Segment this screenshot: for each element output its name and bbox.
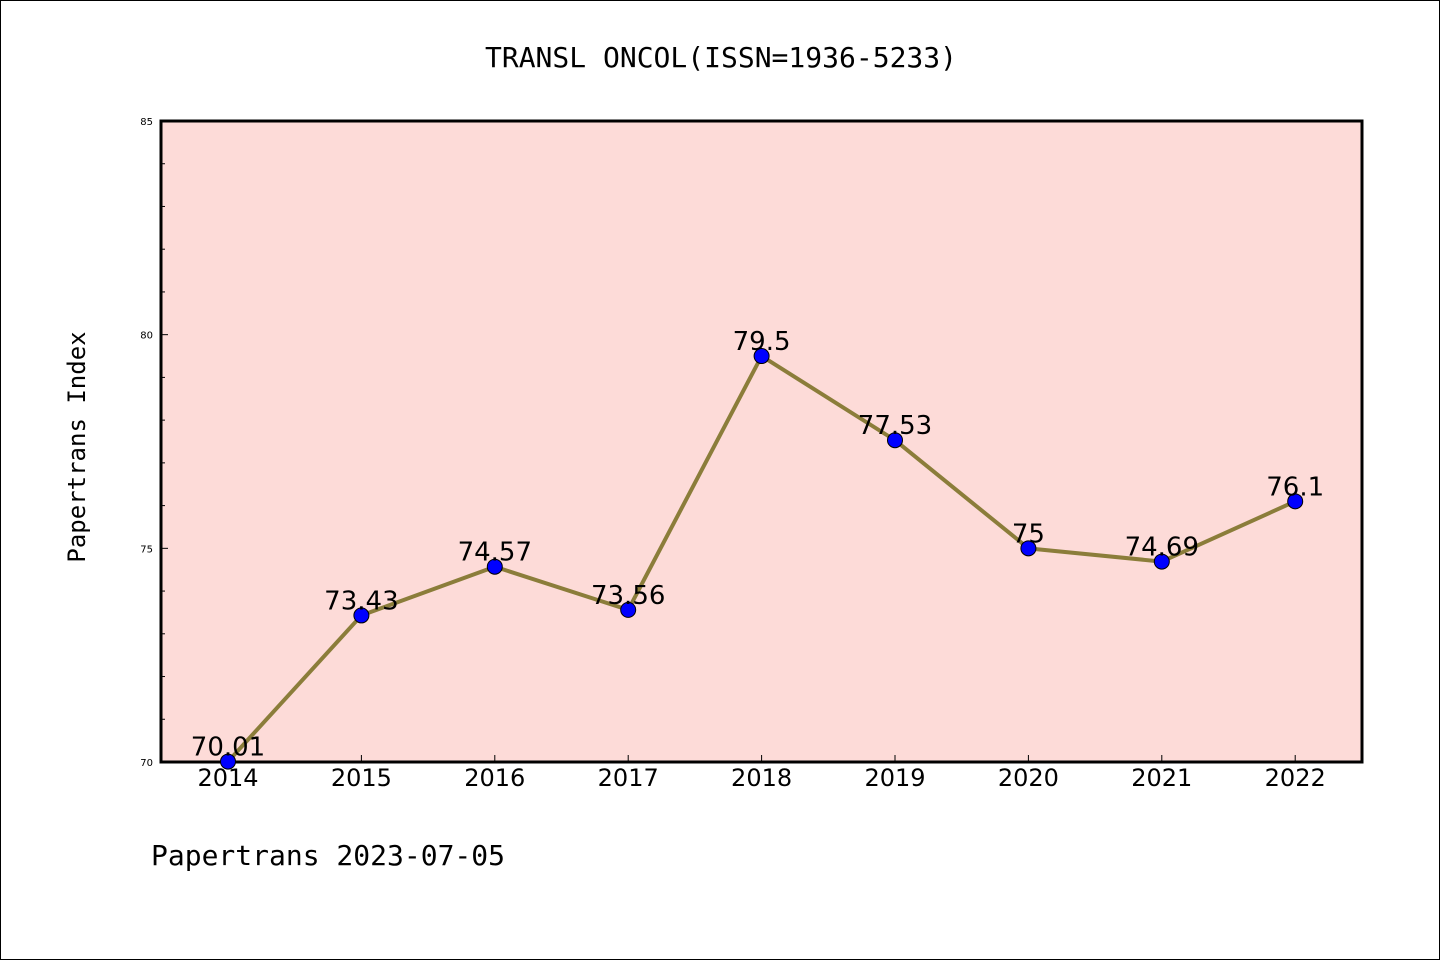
y-tick-label: 75 — [140, 544, 153, 555]
data-label: 76.1 — [1266, 472, 1324, 502]
data-point — [1020, 540, 1037, 557]
data-point — [753, 348, 770, 365]
y-axis-label: Papertrans Index — [63, 331, 91, 562]
data-label: 74.69 — [1125, 533, 1199, 563]
y-axis-ticks: 70 75 80 85 — [140, 117, 168, 769]
data-point — [486, 558, 503, 575]
data-labels-group: 70.01 73.43 74.57 73.56 79.5 77.53 75 74.69 76.1 — [191, 327, 1324, 763]
data-label: 73.43 — [324, 586, 398, 616]
data-label: 79.5 — [733, 327, 791, 357]
y-tick-label: 85 — [140, 117, 153, 128]
data-label: 77.53 — [858, 411, 932, 441]
x-axis-ticks: 2014 2015 2016 2017 2018 2019 2020 2021 2022 — [197, 755, 1326, 792]
data-point — [887, 432, 903, 449]
x-tick-label: 2022 — [1265, 764, 1326, 792]
data-point — [1153, 553, 1170, 570]
data-label: 74.57 — [458, 538, 532, 568]
x-tick-label: 2019 — [864, 764, 925, 792]
y-tick-label: 80 — [140, 331, 153, 342]
series-points-group — [220, 348, 1304, 770]
x-tick-label: 2018 — [731, 764, 792, 792]
y-tick-label: 70 — [140, 758, 153, 769]
plot-area — [159, 119, 1364, 764]
data-label: 70.01 — [191, 733, 265, 763]
x-tick-label: 2021 — [1131, 764, 1192, 792]
data-label: 73.56 — [591, 581, 665, 611]
data-point — [620, 601, 637, 618]
chart-title: TRANSL ONCOL(ISSN=1936-5233) — [485, 41, 957, 74]
x-tick-label: 2020 — [998, 764, 1059, 792]
x-tick-label: 2016 — [464, 764, 525, 792]
footer-credit: Papertrans 2023-07-05 — [151, 839, 505, 872]
data-point — [220, 753, 236, 770]
x-tick-label: 2017 — [598, 764, 659, 792]
data-point — [353, 607, 370, 624]
data-point — [1287, 493, 1304, 510]
x-tick-label: 2015 — [331, 764, 392, 792]
data-label: 75 — [1012, 519, 1045, 549]
